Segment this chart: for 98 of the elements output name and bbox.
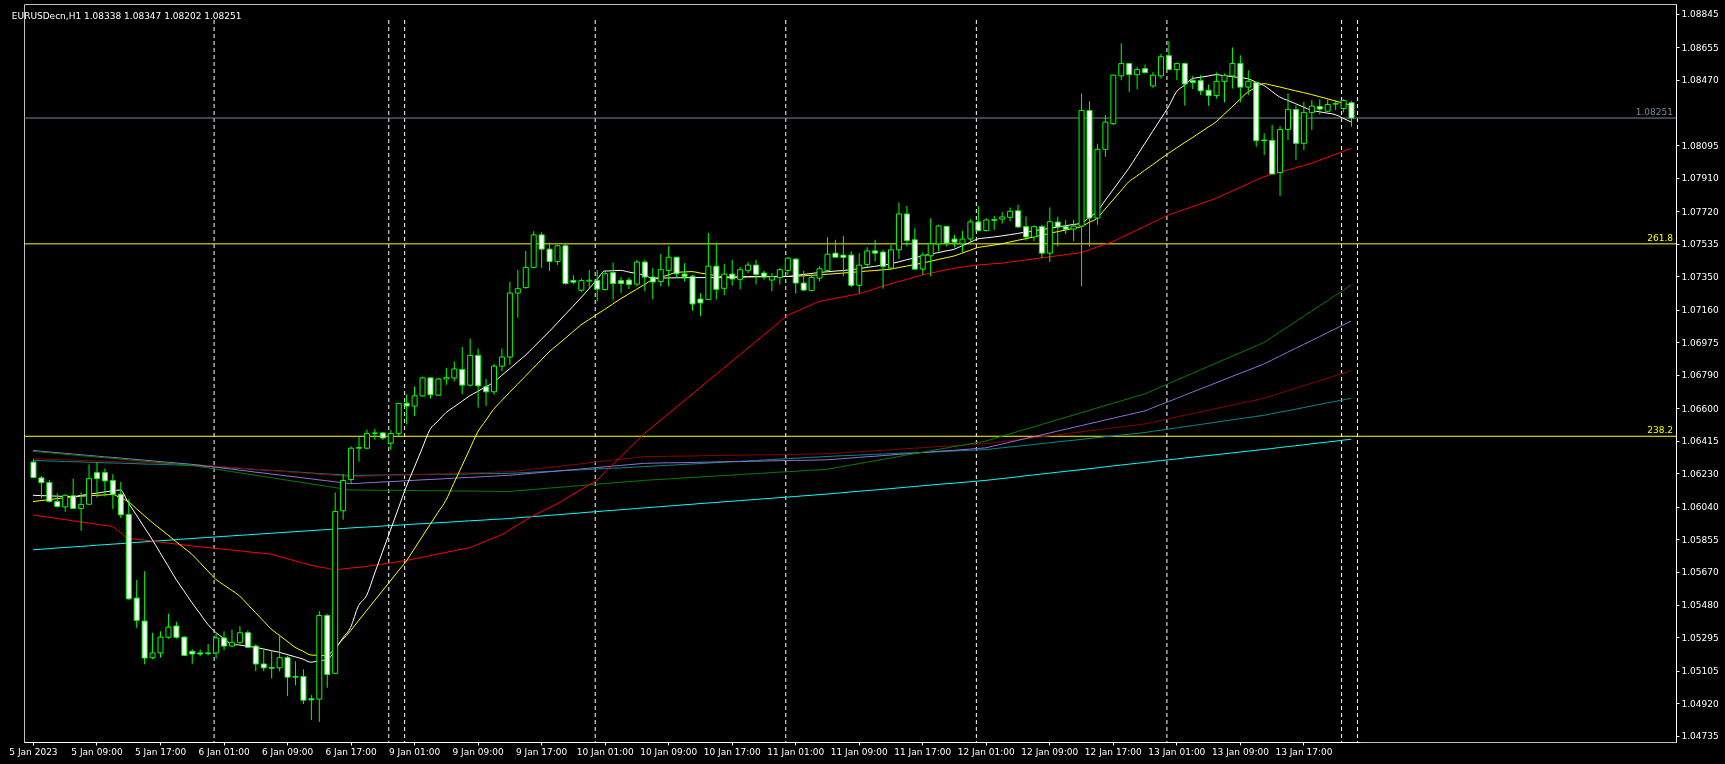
- x-tick-label: 9 Jan 17:00: [516, 746, 568, 757]
- candlestick: [1007, 206, 1014, 222]
- y-tick-label: 1.08845: [1681, 9, 1719, 20]
- candlestick: [221, 630, 228, 651]
- x-tick-label: 5 Jan 17:00: [134, 746, 187, 757]
- annotation: 261.8: [1647, 232, 1674, 243]
- x-tick-label: 13 Jan 01:00: [1148, 746, 1206, 757]
- line-series: [32, 370, 1352, 478]
- candlestick: [1157, 53, 1164, 79]
- x-tick-label: 10 Jan 17:00: [703, 746, 761, 757]
- candlestick: [633, 259, 640, 287]
- y-tick-label: 1.05480: [1681, 600, 1719, 611]
- line-series: [32, 147, 1352, 571]
- candlestick: [1285, 92, 1292, 141]
- y-tick-label: 1.07720: [1681, 206, 1719, 217]
- y-tick-label: 1.05670: [1681, 567, 1719, 578]
- candlestick: [610, 262, 617, 301]
- candlestick: [371, 428, 378, 441]
- candlestick: [888, 244, 894, 270]
- candlestick: [1022, 215, 1029, 242]
- x-tick-label: 13 Jan 09:00: [1211, 746, 1270, 757]
- candlestick: [641, 259, 648, 292]
- candlestick: [618, 276, 625, 294]
- line-series: [32, 320, 1352, 485]
- candlestick: [768, 272, 775, 292]
- candlestick: [856, 252, 863, 294]
- candlestick: [602, 269, 609, 292]
- candlestick: [649, 267, 656, 300]
- y-tick-label: 1.06230: [1681, 468, 1719, 479]
- candlestick: [792, 257, 799, 295]
- y-tick-label: 1.08655: [1681, 42, 1719, 53]
- y-tick-label: 1.06040: [1681, 502, 1719, 513]
- y-tick-label: 1.07160: [1681, 305, 1719, 316]
- y-tick-label: 1.07535: [1681, 239, 1719, 250]
- ref-line-label: 1.08251: [1635, 107, 1673, 118]
- candlestick: [1054, 216, 1061, 247]
- candlestick: [872, 239, 879, 262]
- y-tick-label: 1.06415: [1681, 436, 1719, 447]
- candlestick: [864, 246, 871, 268]
- y-tick-label: 1.07910: [1681, 173, 1719, 184]
- candlestick: [498, 348, 505, 372]
- candlestick: [1118, 42, 1125, 81]
- candlestick: [109, 473, 116, 510]
- x-tick-label: 12 Jan 01:00: [957, 746, 1016, 757]
- candlestick: [1126, 62, 1133, 93]
- candlestick: [228, 629, 235, 648]
- y-tick-label: 1.06975: [1681, 337, 1719, 348]
- y-tick-label: 1.05105: [1681, 666, 1719, 677]
- x-tick-label: 12 Jan 09:00: [1021, 746, 1079, 757]
- candlestick: [1134, 66, 1141, 90]
- candlestick: [753, 259, 760, 285]
- y-tick-label: 1.06790: [1681, 370, 1719, 381]
- y-tick-label: 1.08095: [1681, 140, 1719, 151]
- x-tick-label: 5 Jan 2023: [9, 746, 58, 757]
- x-tick-label: 9 Jan 01:00: [388, 746, 441, 757]
- candlestick: [514, 269, 521, 319]
- y-tick-label: 1.07350: [1681, 271, 1719, 282]
- candlestick: [522, 250, 529, 290]
- candlestick: [78, 491, 85, 532]
- y-tick-label: 1.04735: [1681, 731, 1719, 742]
- x-tick-label: 10 Jan 01:00: [576, 746, 634, 757]
- line-series: [32, 284, 1352, 492]
- candlestick: [101, 468, 108, 498]
- candlestick: [93, 461, 100, 499]
- candlestick: [1308, 99, 1315, 131]
- candlestick: [737, 266, 744, 290]
- candlestick: [1261, 132, 1268, 156]
- candlestick: [919, 251, 926, 276]
- y-tick-label: 1.05295: [1681, 632, 1719, 643]
- x-tick-label: 6 Jan 17:00: [325, 746, 377, 757]
- candlestick: [729, 259, 736, 287]
- x-tick-label: 10 Jan 09:00: [640, 746, 698, 757]
- candlestick: [213, 633, 220, 660]
- candlestick: [356, 435, 363, 463]
- x-tick-label: 11 Jan 09:00: [830, 746, 889, 757]
- candlestick: [459, 346, 466, 395]
- x-tick-label: 6 Jan 09:00: [261, 746, 314, 757]
- y-tick-label: 1.05855: [1681, 534, 1719, 545]
- candlestick: [880, 249, 887, 290]
- line-series: [32, 438, 1352, 551]
- candlestick: [657, 253, 664, 287]
- candlestick: [721, 263, 728, 296]
- candlestick: [70, 478, 77, 510]
- y-tick-label: 1.08470: [1681, 75, 1719, 86]
- x-tick-label: 11 Jan 17:00: [894, 746, 952, 757]
- x-tick-label: 5 Jan 09:00: [71, 746, 123, 757]
- candlestick: [387, 429, 394, 451]
- x-tick-label: 13 Jan 17:00: [1275, 746, 1333, 757]
- candlestick: [625, 276, 632, 290]
- candlestick: [483, 378, 490, 407]
- annotation: 238.2: [1647, 425, 1673, 436]
- candlestick: [117, 481, 124, 519]
- y-tick-label: 1.04920: [1681, 698, 1719, 709]
- x-tick-label: 12 Jan 17:00: [1084, 746, 1143, 757]
- x-tick-label: 9 Jan 09:00: [452, 746, 505, 757]
- x-tick-label: 11 Jan 01:00: [767, 746, 825, 757]
- x-tick-label: 6 Jan 01:00: [198, 746, 250, 757]
- y-tick-label: 1.06600: [1681, 403, 1719, 414]
